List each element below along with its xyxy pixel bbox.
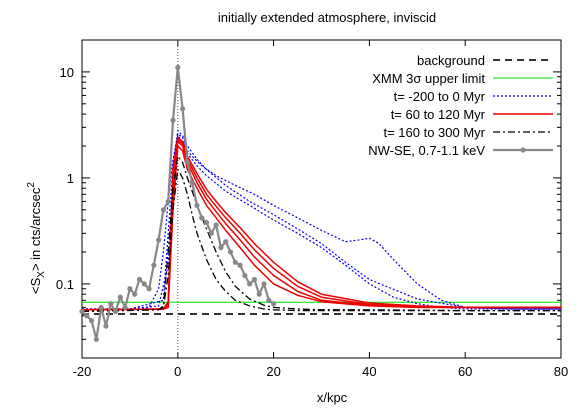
legend-label: NW-SE, 0.7-1.1 keV	[368, 143, 485, 158]
data-point	[141, 281, 147, 287]
series-line	[81, 140, 561, 311]
x-axis-label: x/kpc	[317, 390, 348, 405]
x-tick-label: 40	[362, 364, 376, 379]
legend-label: XMM 3σ upper limit	[372, 71, 485, 86]
data-point	[93, 336, 99, 342]
data-point	[247, 281, 253, 287]
series-4	[81, 155, 561, 313]
data-point	[170, 117, 176, 123]
series-line	[81, 145, 561, 311]
axis-ticks	[81, 40, 562, 358]
legend-label: t= -200 to 0 Myr	[394, 89, 486, 104]
y-label-part: <S	[28, 277, 43, 294]
data-point	[175, 64, 181, 71]
data-point	[223, 239, 229, 245]
y-axis-label: <SX> in cts/arcsec2	[26, 182, 47, 294]
series-line	[82, 133, 561, 310]
series-line	[81, 138, 561, 311]
x-tick-label: -20	[73, 364, 92, 379]
data-point	[132, 291, 138, 297]
data-point	[203, 219, 210, 226]
data-point	[160, 207, 167, 213]
data-point	[151, 262, 157, 268]
legend-label: t= 60 to 120 Myr	[391, 107, 486, 122]
data-point	[136, 276, 143, 283]
y-label-superscript: 2	[26, 182, 37, 188]
data-point	[84, 313, 90, 319]
data-point	[199, 215, 205, 221]
data-point	[122, 304, 128, 311]
plot-frame	[81, 39, 562, 359]
data-point	[218, 245, 224, 251]
data-point	[156, 237, 162, 243]
x-tick-labels: -20 0 20 40 60 80	[73, 364, 569, 379]
data-point	[189, 180, 195, 186]
data-point	[146, 286, 152, 292]
data-point	[208, 230, 214, 236]
series-line	[82, 135, 561, 310]
legend-label: background	[417, 53, 485, 68]
x-tick-label: 80	[554, 364, 568, 379]
series-line	[81, 168, 561, 313]
data-point	[117, 294, 123, 300]
data-point	[261, 281, 267, 287]
chart-title: initially extended atmosphere, inviscid	[218, 10, 436, 25]
legend-label: t= 160 to 300 Myr	[383, 125, 485, 140]
legend-marker	[520, 147, 526, 153]
data-point	[184, 159, 190, 166]
x-tick-label: 0	[174, 364, 181, 379]
data-point	[88, 318, 95, 324]
data-point	[237, 262, 243, 268]
series-line	[82, 129, 561, 310]
x-tick-label: 60	[458, 364, 472, 379]
series-2	[82, 129, 561, 310]
data-point	[98, 304, 104, 311]
data-point	[165, 198, 171, 205]
data-point	[103, 323, 109, 329]
series-5	[79, 64, 277, 342]
plot-border	[81, 39, 562, 359]
data-point	[256, 291, 262, 297]
y-tick-label: 0.1	[56, 277, 74, 292]
data-point	[227, 249, 234, 255]
data-point	[112, 308, 119, 315]
series-line	[81, 136, 561, 311]
data-point	[251, 276, 258, 283]
data-point	[213, 222, 219, 228]
data-point	[232, 259, 238, 265]
y-tick-label: 1	[67, 171, 74, 186]
data-point	[79, 308, 85, 315]
data-point	[179, 106, 186, 112]
y-tick-labels: 0.1 1 10	[56, 65, 74, 292]
data-point	[108, 301, 114, 307]
series-line	[81, 155, 561, 313]
series-layer	[79, 64, 561, 342]
data-point	[271, 301, 277, 307]
y-label-subscript: X	[36, 271, 47, 278]
y-tick-label: 10	[60, 65, 74, 80]
data-point	[127, 286, 133, 292]
series-3	[81, 136, 561, 311]
data-point	[194, 202, 200, 209]
x-tick-label: 20	[266, 364, 280, 379]
legend: background XMM 3σ upper limit t= -200 to 0…	[368, 53, 553, 158]
data-point	[266, 297, 272, 303]
data-point	[242, 272, 248, 279]
y-label-part: > in cts/arcsec	[28, 187, 43, 271]
